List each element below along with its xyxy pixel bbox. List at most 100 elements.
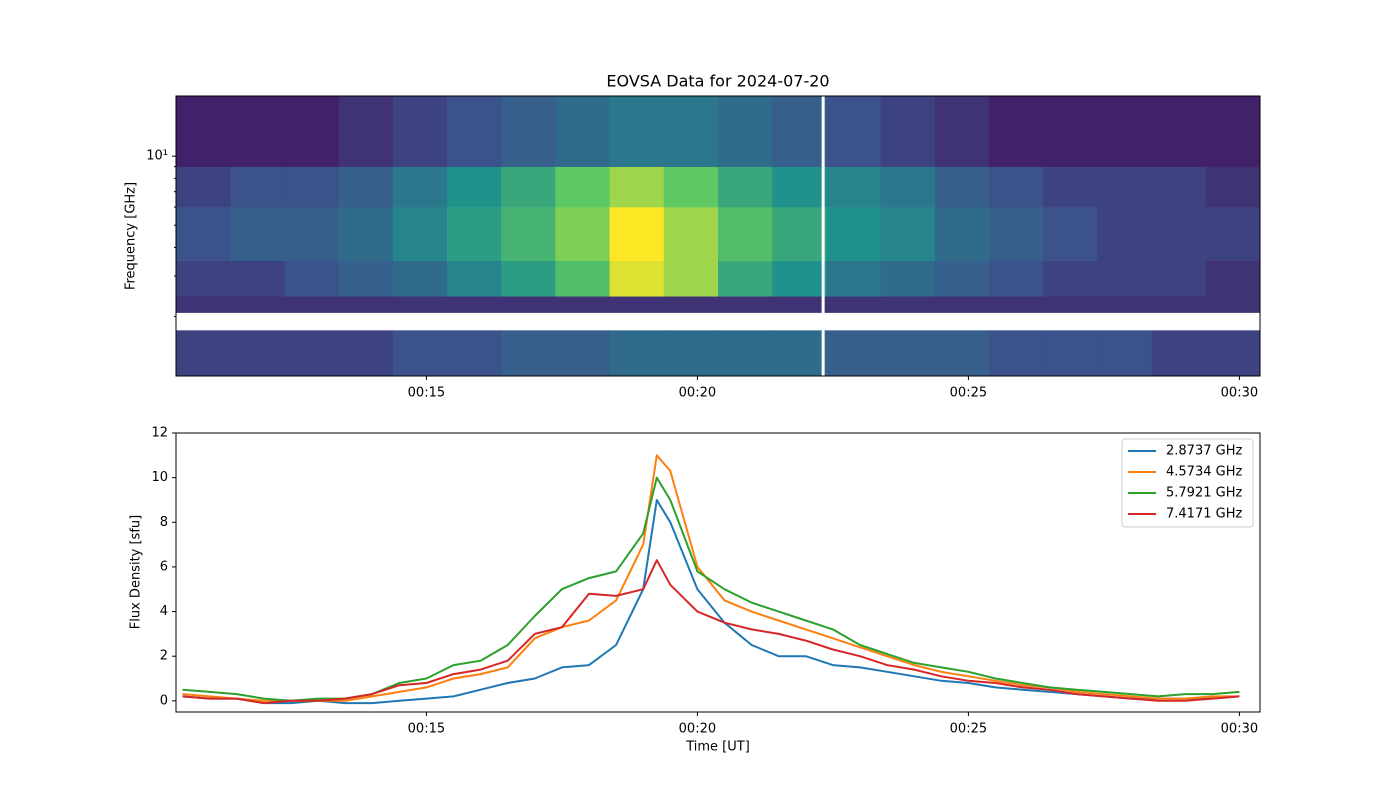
heatmap-cell bbox=[772, 166, 827, 208]
heatmap-cell bbox=[718, 296, 773, 313]
heatmap-cell bbox=[772, 296, 827, 313]
heatmap-cell bbox=[609, 330, 665, 377]
heatmap-cell bbox=[1097, 330, 1153, 377]
heatmap-cell bbox=[555, 296, 611, 313]
heatmap-cell bbox=[989, 296, 1044, 313]
heatmap-cell bbox=[1043, 330, 1098, 377]
heatmap-cell bbox=[880, 260, 936, 297]
legend-label: 4.5734 GHz bbox=[1166, 465, 1242, 480]
heatmap-cell bbox=[1043, 296, 1098, 313]
y-tick-label: 4 bbox=[160, 604, 168, 619]
heatmap-cell bbox=[1097, 96, 1153, 167]
x-tick-label: 00:20 bbox=[679, 386, 716, 401]
heatmap-cell bbox=[826, 96, 882, 167]
y-axis-label: Frequency [GHz] bbox=[124, 182, 139, 290]
heatmap-cell bbox=[718, 96, 773, 167]
x-tick-label: 00:30 bbox=[1221, 722, 1258, 737]
y-tick-label: 0 bbox=[160, 693, 168, 708]
heatmap-cell bbox=[934, 296, 990, 313]
heatmap-cell bbox=[934, 330, 990, 377]
heatmap-cell bbox=[338, 330, 394, 377]
heatmap-cell bbox=[1151, 260, 1207, 297]
heatmap-cell bbox=[284, 96, 340, 167]
heatmap-cell bbox=[989, 330, 1044, 377]
heatmap-cell bbox=[338, 207, 394, 262]
heatmap-cell bbox=[609, 207, 665, 262]
heatmap-cell bbox=[880, 296, 936, 313]
heatmap-cell bbox=[176, 296, 231, 313]
heatmap-cell bbox=[826, 330, 882, 377]
heatmap-cell bbox=[230, 260, 285, 297]
heatmap-cell bbox=[1205, 166, 1261, 208]
heatmap-cell bbox=[447, 166, 502, 208]
heatmap-cell bbox=[772, 207, 827, 262]
heatmap-cell bbox=[555, 207, 611, 262]
heatmap-cell bbox=[934, 207, 990, 262]
heatmap-cell bbox=[934, 96, 990, 167]
heatmap-cell bbox=[392, 166, 448, 208]
heatmap-cell bbox=[772, 260, 827, 297]
heatmap-cell bbox=[284, 207, 340, 262]
heatmap-cell bbox=[392, 96, 448, 167]
x-tick-label: 00:15 bbox=[408, 386, 445, 401]
heatmap-cell bbox=[284, 330, 340, 377]
heatmap-cell bbox=[718, 166, 773, 208]
heatmap-cell bbox=[392, 330, 448, 377]
heatmap-cell bbox=[176, 207, 231, 262]
heatmap-cell bbox=[609, 96, 665, 167]
heatmap-cell bbox=[176, 330, 231, 377]
heatmap-cell bbox=[718, 207, 773, 262]
heatmap-cell bbox=[1151, 207, 1207, 262]
heatmap-cell bbox=[284, 166, 340, 208]
heatmap-cell bbox=[501, 296, 556, 313]
y-tick-label: 12 bbox=[151, 426, 168, 441]
heatmap-cell bbox=[1043, 260, 1098, 297]
heatmap-cell bbox=[1205, 296, 1261, 313]
series-line bbox=[182, 559, 1240, 705]
heatmap-cell bbox=[989, 207, 1044, 262]
heatmap-cell bbox=[663, 330, 719, 377]
heatmap-cell bbox=[555, 166, 611, 208]
heatmap-cell bbox=[447, 260, 502, 297]
heatmap-cell bbox=[176, 166, 231, 208]
heatmap-cell bbox=[230, 296, 285, 313]
heatmap-cell bbox=[1151, 96, 1207, 167]
heatmap-cell bbox=[338, 260, 394, 297]
heatmap-cell bbox=[555, 96, 611, 167]
heatmap-cell bbox=[826, 166, 882, 208]
axes-frame bbox=[175, 95, 1261, 377]
heatmap-cell bbox=[338, 166, 394, 208]
heatmap-cell bbox=[880, 96, 936, 167]
heatmap-cell bbox=[392, 296, 448, 313]
x-tick-label: 00:30 bbox=[1221, 386, 1258, 401]
heatmap-cell bbox=[718, 260, 773, 297]
heatmap-cell bbox=[1097, 207, 1153, 262]
x-tick-label: 00:15 bbox=[408, 722, 445, 737]
heatmap-cell bbox=[826, 260, 882, 297]
heatmap-cell bbox=[555, 330, 611, 377]
heatmap-cell bbox=[718, 330, 773, 377]
heatmap-cell bbox=[880, 207, 936, 262]
axes-frame bbox=[175, 432, 1261, 713]
heatmap-cell bbox=[989, 260, 1044, 297]
heatmap-cell bbox=[284, 260, 340, 297]
heatmap-cell bbox=[338, 296, 394, 313]
heatmap-cell bbox=[1097, 166, 1153, 208]
heatmap-cell bbox=[663, 207, 719, 262]
heatmap-cell bbox=[230, 166, 285, 208]
heatmap-cell bbox=[284, 296, 340, 313]
heatmap-cell bbox=[772, 96, 827, 167]
heatmap-cell bbox=[501, 260, 556, 297]
heatmap-cell bbox=[609, 296, 665, 313]
heatmap-cell bbox=[176, 260, 231, 297]
legend-label: 7.4171 GHz bbox=[1166, 507, 1242, 522]
heatmap-cell bbox=[772, 330, 827, 377]
heatmap-cell bbox=[338, 96, 394, 167]
heatmap-cell bbox=[501, 96, 556, 167]
x-axis-label: Time [UT] bbox=[685, 740, 750, 755]
series-line bbox=[182, 499, 1240, 705]
heatmap-cell bbox=[663, 260, 719, 297]
heatmap-cell bbox=[230, 207, 285, 262]
heatmap-cell bbox=[663, 296, 719, 313]
y-tick-label: 10 bbox=[151, 470, 168, 485]
